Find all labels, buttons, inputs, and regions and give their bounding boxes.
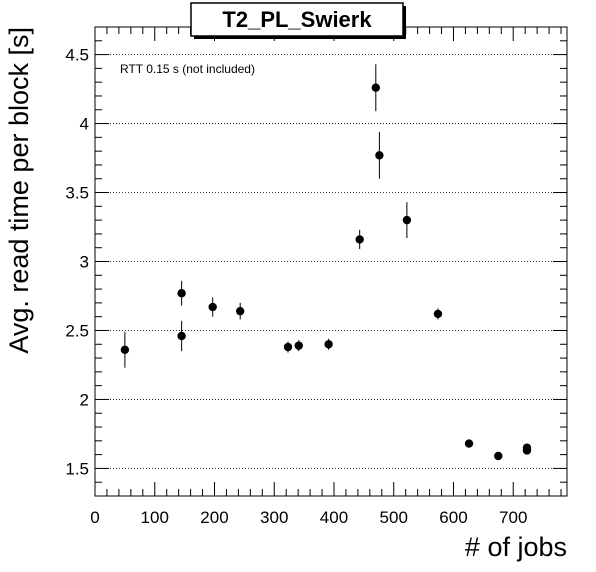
data-points [120, 64, 532, 461]
plot-frame [94, 26, 568, 497]
data-point [324, 338, 333, 350]
title-box: T2_PL_Swierk [190, 2, 406, 39]
marker [235, 306, 245, 316]
data-point [522, 443, 532, 452]
marker [208, 302, 217, 312]
data-point [494, 451, 503, 461]
marker [402, 215, 412, 225]
marker [371, 83, 381, 92]
marker [464, 439, 474, 448]
marker [433, 309, 443, 319]
y-axis-title: Avg. read time per block [s] [4, 27, 34, 354]
grid-lines [95, 54, 567, 469]
chart-title: T2_PL_Swierk [222, 7, 372, 32]
marker [177, 331, 186, 341]
data-point [375, 131, 384, 179]
data-point [177, 320, 186, 352]
y-tick-label: 3 [80, 253, 89, 272]
x-tick-label: 400 [320, 508, 348, 527]
data-point [177, 280, 186, 306]
x-tick-label: 0 [90, 508, 99, 527]
marker [177, 289, 186, 298]
marker [120, 345, 130, 354]
marker [294, 341, 303, 350]
axis-ticks [94, 26, 567, 497]
y-tick-label: 2 [80, 390, 89, 409]
x-axis-title: # of jobs [465, 532, 567, 562]
y-tick-label: 4.5 [65, 46, 89, 65]
x-tick-label: 600 [439, 508, 467, 527]
data-point [371, 64, 381, 112]
marker [324, 340, 333, 349]
x-tick-label: 700 [499, 508, 527, 527]
x-tick-label: 500 [380, 508, 408, 527]
x-tick-label: 100 [141, 508, 169, 527]
y-tick-label: 2.5 [65, 321, 89, 340]
marker [522, 443, 532, 452]
data-point [402, 202, 412, 239]
data-point [235, 302, 245, 320]
marker [375, 151, 384, 160]
y-tick-label: 4 [80, 115, 89, 134]
x-tick-label: 300 [260, 508, 288, 527]
tick-labels: 0 100 200 300 400 500 600 700 1.5 2 2.5 3 3.5 4 4.5 [65, 46, 527, 527]
marker [283, 342, 293, 352]
y-tick-label: 1.5 [65, 459, 89, 478]
data-point [120, 331, 130, 368]
data-point [433, 308, 443, 320]
y-tick-label: 3.5 [65, 184, 89, 203]
data-point [294, 340, 303, 352]
marker [494, 451, 503, 461]
marker [355, 235, 364, 244]
data-point [355, 229, 364, 250]
data-point [283, 341, 293, 353]
annotation: RTT 0.15 s (not included) [120, 62, 255, 76]
x-tick-label: 200 [200, 508, 228, 527]
data-point [464, 439, 474, 448]
data-point [208, 297, 217, 317]
